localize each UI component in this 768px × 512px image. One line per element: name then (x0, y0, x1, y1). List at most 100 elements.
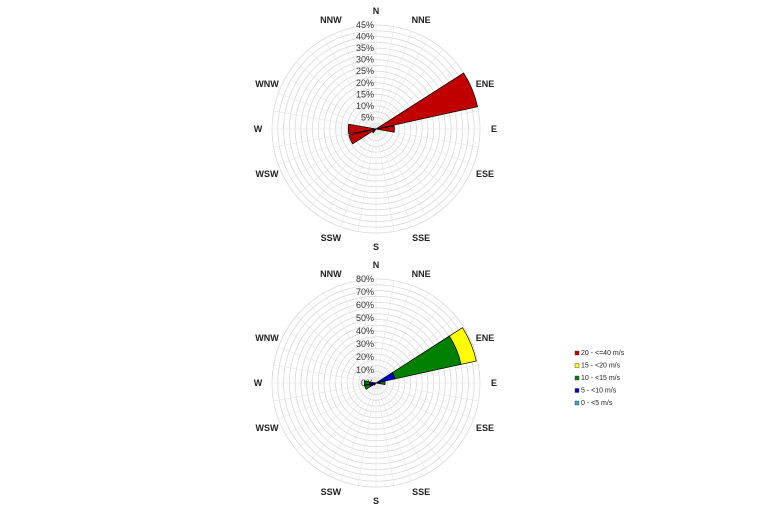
radial-tick-label: 40% (356, 32, 374, 42)
radial-tick-label: 45% (356, 20, 374, 30)
grid-spoke (375, 26, 395, 130)
grid-spoke (375, 128, 456, 197)
direction-label-n: N (373, 260, 380, 270)
grid-spoke (375, 382, 444, 463)
radial-tick-label: 80% (356, 274, 374, 284)
grid-spoke (340, 382, 377, 481)
grid-spoke (340, 285, 377, 384)
grid-spoke (323, 292, 377, 384)
grid-spoke (296, 61, 377, 130)
radial-tick-label: 50% (356, 313, 374, 323)
legend: 20 - <=40 m/s 15 - <20 m/s 10 - <15 m/s 5 -… (574, 350, 625, 407)
radial-tick-label: 10% (356, 365, 374, 375)
grid-spoke (375, 31, 412, 130)
legend-swatch (574, 363, 580, 368)
radial-tick-label: 70% (356, 287, 374, 297)
grid-spoke (375, 382, 474, 419)
grid-spoke (308, 303, 377, 384)
sector-e-series-1 (376, 381, 381, 385)
direction-label-ese: ESE (476, 423, 494, 433)
grid-spoke (375, 38, 429, 130)
grid-spoke (375, 292, 429, 384)
grid-spoke (375, 49, 444, 130)
windrose-sectors (363, 327, 477, 390)
direction-label-e: E (491, 378, 497, 388)
grid-spoke (357, 128, 377, 232)
legend-label: 10 - <15 m/s (581, 375, 621, 382)
grid-spoke (375, 382, 412, 481)
direction-label-ese: ESE (476, 169, 494, 179)
grid-spoke (357, 280, 377, 384)
sector-e-series-2 (379, 380, 386, 386)
radial-tick-label: 30% (356, 339, 374, 349)
sector-sw-series-2 (373, 383, 376, 386)
grid-spoke (357, 26, 377, 130)
grid-spoke (340, 128, 377, 227)
radial-tick-label: 10% (356, 101, 374, 111)
direction-label-s: S (373, 496, 379, 506)
grid-spoke (308, 49, 377, 130)
grid-spoke (296, 128, 377, 197)
grid-spoke (375, 382, 479, 402)
grid-spoke (375, 61, 456, 130)
windrose-sectors (347, 72, 479, 145)
grid-spoke (308, 128, 377, 209)
direction-label-e: E (491, 124, 497, 134)
legend-swatch (574, 400, 580, 406)
legend-label: 5 - <10 m/s (581, 388, 617, 395)
grid-spoke (375, 382, 456, 451)
grid-spoke (323, 128, 377, 220)
radial-tick-label: 35% (356, 43, 374, 53)
legend-swatch (574, 375, 580, 381)
direction-label-n: N (373, 6, 380, 16)
direction-label-nnw: NNW (320, 15, 342, 25)
radial-tick-label: 20% (356, 78, 374, 88)
direction-label-w: W (254, 378, 263, 388)
sector-ene-series-0 (375, 72, 479, 130)
legend-label: 20 - <=40 m/s (581, 350, 625, 357)
grid-spoke (296, 315, 377, 384)
grid-spoke (375, 128, 412, 227)
grid-spoke (273, 364, 377, 384)
windrose-grid (271, 24, 481, 234)
grid-spoke (375, 128, 444, 209)
grid-spoke (375, 382, 395, 486)
grid-spoke (285, 382, 377, 436)
direction-label-w: W (254, 124, 263, 134)
grid-spoke (375, 128, 467, 182)
radial-tick-label: 20% (356, 352, 374, 362)
grid-spoke (375, 128, 395, 232)
grid-spoke (308, 382, 377, 463)
windrose-grid (271, 278, 481, 488)
direction-label-nne: NNE (412, 15, 431, 25)
grid-spoke (375, 315, 456, 384)
direction-label-nne: NNE (412, 269, 431, 279)
grid-spoke (375, 364, 479, 384)
legend-swatch (574, 388, 580, 393)
grid-spoke (278, 382, 377, 419)
grid-spoke (375, 382, 467, 436)
direction-label-ssw: SSW (321, 233, 342, 243)
direction-label-nnw: NNW (320, 269, 342, 279)
grid-spoke (375, 303, 444, 384)
grid-spoke (375, 382, 429, 474)
sector-e-series-0 (375, 125, 395, 133)
grid-spoke (278, 347, 377, 384)
sector-wsw-series-2 (364, 383, 372, 390)
sector-ene-series-3 (448, 327, 477, 365)
grid-spoke (340, 31, 377, 130)
grid-spoke (375, 285, 412, 384)
grid-spoke (278, 93, 377, 130)
legend-label: 15 - <20 m/s (581, 363, 621, 370)
sector-wsw-series-0 (348, 128, 377, 145)
sector-w-series-0 (347, 123, 377, 135)
radial-tick-label: 60% (356, 300, 374, 310)
legend-label: 0 - <5 m/s (581, 400, 613, 407)
grid-spoke (285, 76, 377, 130)
direction-label-wsw: WSW (255, 169, 278, 179)
legend-swatch (574, 350, 580, 356)
direction-label-s: S (373, 242, 379, 252)
radial-tick-label: 15% (356, 89, 374, 99)
